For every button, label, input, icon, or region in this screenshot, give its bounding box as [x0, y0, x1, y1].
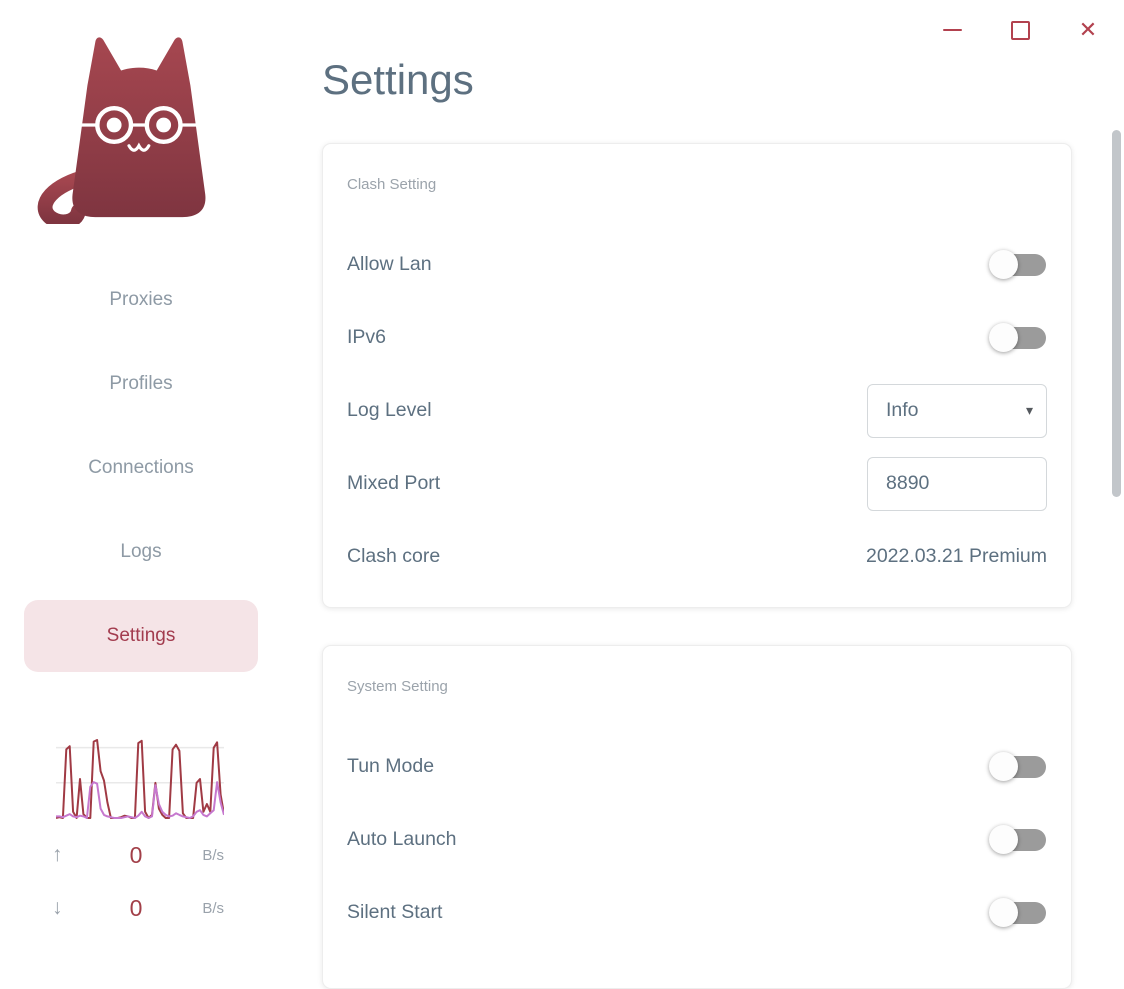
upload-speed: ↑ 0 B/s: [52, 840, 224, 870]
silent-start-toggle[interactable]: [989, 897, 1047, 928]
log-level-value: Info: [886, 399, 919, 421]
setting-row-allow-lan: Allow Lan: [347, 228, 1047, 301]
cat-icon: [37, 37, 206, 230]
download-speed: ↓ 0 B/s: [52, 893, 224, 923]
minimize-icon: [942, 28, 962, 32]
mixed-port-input[interactable]: [867, 456, 1047, 511]
download-speed-unit: B/s: [202, 899, 224, 917]
sidebar-item-label: Proxies: [109, 289, 173, 310]
row-label: Clash core: [347, 545, 441, 567]
window-controls: ✕: [936, 14, 1104, 46]
row-label: Auto Launch: [347, 828, 457, 850]
section-title: Clash Setting: [347, 176, 437, 193]
close-button[interactable]: ✕: [1072, 14, 1104, 46]
upload-speed-value: 0: [129, 841, 143, 868]
row-label: Tun Mode: [347, 755, 435, 777]
sidebar-nav: Proxies Profiles Connections Logs Settin…: [24, 258, 258, 672]
setting-row-auto-launch: Auto Launch: [347, 803, 1047, 876]
setting-row-clash-core: Clash core 2022.03.21 Premium: [347, 520, 1047, 593]
scrollbar-thumb[interactable]: [1112, 130, 1121, 497]
traffic-chart-svg: [55, 739, 225, 819]
sidebar-item-connections[interactable]: Connections: [24, 426, 258, 510]
auto-launch-toggle[interactable]: [989, 824, 1047, 855]
clash-core-version: 2022.03.21 Premium: [865, 545, 1047, 567]
upload-speed-unit: B/s: [202, 846, 224, 864]
sidebar-item-settings[interactable]: Settings: [24, 600, 258, 672]
download-speed-value: 0: [129, 894, 143, 921]
sidebar-item-profiles[interactable]: Profiles: [24, 342, 258, 426]
clash-setting-card: Clash Setting Allow Lan IPv6 Log Level I…: [322, 143, 1072, 608]
traffic-chart: [55, 739, 225, 819]
maximize-icon: [1010, 20, 1030, 40]
row-label: IPv6: [347, 326, 387, 348]
sidebar-item-label: Logs: [120, 541, 162, 562]
setting-row-ipv6: IPv6: [347, 301, 1047, 374]
log-level-select[interactable]: Info ▾: [867, 383, 1047, 438]
toggle-thumb: [989, 897, 1018, 927]
row-label: Mixed Port: [347, 472, 441, 494]
sidebar-item-logs[interactable]: Logs: [24, 510, 258, 594]
setting-row-mixed-port: Mixed Port: [347, 447, 1047, 520]
close-icon: ✕: [1078, 17, 1098, 42]
ipv6-toggle[interactable]: [989, 322, 1047, 353]
toggle-thumb: [989, 249, 1018, 279]
row-label: Silent Start: [347, 901, 443, 923]
page-title: Settings: [322, 56, 474, 103]
toggle-thumb: [989, 824, 1018, 854]
tun-mode-toggle[interactable]: [989, 751, 1047, 782]
minimize-button[interactable]: [936, 14, 968, 46]
sidebar-item-label: Connections: [88, 457, 194, 478]
section-title: System Setting: [347, 678, 448, 695]
row-label: Allow Lan: [347, 253, 432, 275]
chevron-down-icon: ▾: [1025, 402, 1033, 418]
row-label: Log Level: [347, 399, 432, 421]
maximize-button[interactable]: [1004, 14, 1036, 46]
setting-row-tun-mode: Tun Mode: [347, 730, 1047, 803]
toggle-thumb: [989, 751, 1018, 781]
sidebar-item-proxies[interactable]: Proxies: [24, 258, 258, 342]
setting-row-log-level: Log Level Info ▾: [347, 374, 1047, 447]
sidebar-item-label: Settings: [106, 625, 176, 646]
allow-lan-toggle[interactable]: [989, 249, 1047, 280]
system-setting-card: System Setting Tun Mode Auto Launch Sile…: [322, 645, 1072, 989]
clash-cat-logo: [30, 26, 228, 230]
sidebar-item-label: Profiles: [109, 373, 173, 394]
setting-row-silent-start: Silent Start: [347, 876, 1047, 949]
arrow-down-icon: ↓: [52, 896, 63, 919]
toggle-thumb: [989, 322, 1018, 352]
arrow-up-icon: ↑: [52, 843, 63, 866]
